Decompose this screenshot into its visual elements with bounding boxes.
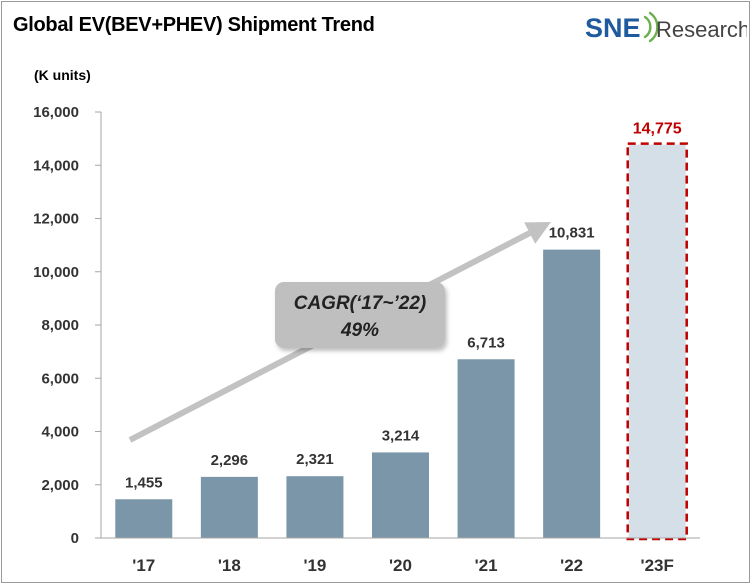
- category-labels: '17 '18 '19 '20 '21 '22 '23F: [132, 556, 674, 575]
- category-label: '23F: [641, 556, 674, 575]
- forecast-bar: [628, 144, 686, 538]
- value-label: 10,831: [549, 225, 595, 242]
- logo-brand-suffix: Research: [656, 17, 747, 42]
- y-axis-ticks: 0 2,000 4,000 6,000 8,000 10,000 12,000 14,000 1…: [33, 104, 101, 547]
- chart-title: Global EV(BEV+PHEV) Shipment Trend: [13, 14, 375, 36]
- category-label: '18: [218, 556, 241, 575]
- category-label: '22: [560, 556, 583, 575]
- y-axis-unit-label: (K units): [34, 67, 91, 83]
- bar: [115, 499, 173, 538]
- forecast-bar-outline: [626, 142, 688, 541]
- y-tick-label: 8,000: [41, 317, 79, 334]
- y-tick-label: 6,000: [41, 370, 79, 387]
- y-tick-label: 0: [71, 530, 79, 547]
- category-label: '21: [475, 556, 498, 575]
- cagr-callout-box: [275, 282, 445, 348]
- value-labels: 1,455 2,296 2,321 3,214 6,713 10,831 14,775: [125, 121, 682, 492]
- y-tick-label: 16,000: [33, 104, 79, 121]
- y-tick-label: 14,000: [33, 157, 79, 174]
- sne-research-logo: SNE Research: [585, 11, 747, 43]
- cagr-callout-line1: CAGR(‘17~’22): [294, 293, 427, 314]
- category-label: '20: [389, 556, 412, 575]
- bar: [372, 452, 429, 538]
- y-tick-label: 4,000: [41, 424, 79, 441]
- bars: [115, 142, 688, 541]
- category-label: '17: [132, 556, 155, 575]
- bar: [457, 359, 515, 538]
- y-tick-label: 2,000: [41, 477, 79, 494]
- value-label: 3,214: [382, 427, 420, 444]
- value-label: 14,775: [633, 121, 682, 138]
- y-tick-label: 10,000: [33, 264, 79, 281]
- cagr-callout: CAGR(‘17~’22) 49%: [275, 282, 445, 348]
- bar: [200, 476, 258, 538]
- category-label: '19: [303, 556, 326, 575]
- logo-brand: SNE: [585, 13, 641, 43]
- trend-arrow-head: [524, 222, 551, 244]
- value-label: 2,321: [296, 451, 334, 468]
- bar: [286, 476, 344, 538]
- cagr-callout-line2: 49%: [340, 320, 379, 341]
- signal-waves-icon: [643, 11, 659, 43]
- bar: [543, 249, 601, 538]
- value-label: 1,455: [125, 474, 163, 491]
- axes: [100, 112, 700, 539]
- value-label: 2,296: [211, 452, 249, 469]
- y-tick-label: 12,000: [33, 211, 79, 228]
- value-label: 6,713: [467, 334, 505, 351]
